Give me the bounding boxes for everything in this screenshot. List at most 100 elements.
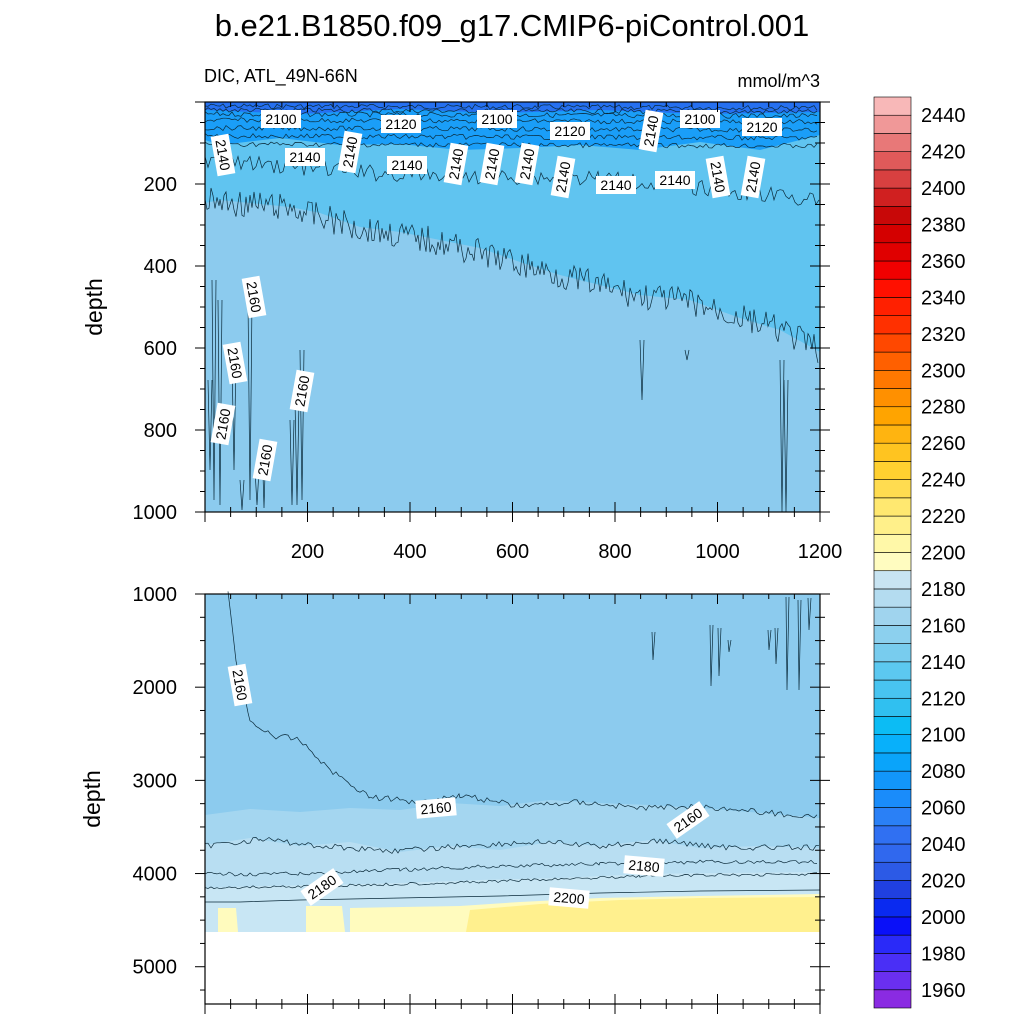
contour-label-bg: [415, 797, 457, 819]
contour-surface-line: [204, 133, 818, 141]
contour-label-bg: [742, 118, 782, 136]
y-tick-label: 5000: [133, 957, 178, 979]
colorbar-swatch: [873, 169, 912, 189]
colorbar-swatch: [873, 898, 912, 918]
upper-panel: 2100 2120 2100 2120 2100 2120 2140 2140 2140 2140…: [81, 101, 842, 563]
contour-label: 2140: [387, 156, 427, 174]
x-tick-label: 800: [598, 541, 631, 563]
y-tick-label: 200: [144, 174, 177, 196]
colorbar-swatch: [873, 661, 912, 681]
contour-label-text: 2160: [212, 407, 233, 441]
contour-label-text: 2140: [640, 114, 661, 148]
contour-label-bg: [241, 275, 267, 319]
contour-label-text: 2120: [385, 116, 416, 132]
colorbar-swatch: [873, 971, 912, 991]
contour-label: 2140: [285, 148, 325, 166]
contour-label-bg: [655, 171, 695, 189]
contour-label: 2140: [479, 142, 505, 186]
colorbar: 1960 1980 2000 2020 2040 2060 2080 2100 2120 2140…: [873, 96, 966, 1009]
contour-label-text: 2200: [553, 889, 586, 908]
contour-label-text: 2160: [254, 443, 275, 477]
colorbar-tick-label: 2120: [921, 688, 966, 710]
contour-2160-spike: [717, 627, 722, 677]
contour-label: 2120: [550, 122, 590, 140]
colorbar-tick-label: 2080: [921, 761, 966, 783]
contour-label-text: 2140: [289, 149, 320, 165]
colorbar-tick-label: 1980: [921, 943, 966, 965]
colorbar-swatch: [873, 643, 912, 663]
colorbar-swatch: [873, 625, 912, 644]
contour-2180-line: [204, 859, 818, 877]
contour-2160-spike: [217, 299, 223, 506]
contour-2190-line: [204, 872, 818, 890]
colorbar-swatch: [873, 442, 912, 462]
contour-label-text: 2140: [707, 160, 728, 194]
contour-label-text: 2160: [291, 374, 312, 408]
y-tick-label: 600: [144, 338, 177, 360]
contour-label-bg: [740, 155, 766, 199]
contour-label-text: 2180: [628, 857, 661, 876]
y-tick-label: 1000: [133, 502, 178, 524]
contour-2160-spike: [239, 479, 245, 511]
contour-label-text: 2140: [481, 147, 502, 181]
colorbar-swatch: [873, 880, 912, 899]
contour-label: 2100: [477, 110, 517, 128]
colorbar-tick-label: 2380: [921, 215, 966, 237]
contour-2160-spike: [294, 399, 300, 506]
contour-label-bg: [210, 402, 236, 446]
colorbar-tick-label: 2160: [921, 615, 966, 637]
colorbar-tick-label: 2320: [921, 324, 966, 346]
contour-2170-line: [204, 837, 820, 854]
colorbar-tick-label: 2200: [921, 543, 966, 565]
contour-label: 2140: [550, 155, 576, 199]
contour-label-bg: [479, 142, 505, 186]
colorbar-tick-label: 2260: [921, 433, 966, 455]
colorbar-swatch: [873, 206, 912, 225]
contour-2160-spike: [639, 339, 645, 401]
colorbar-swatch: [873, 133, 912, 152]
colorbar-swatch: [873, 697, 912, 717]
contour-label: 2120: [742, 118, 782, 136]
colorbar-tick-label: 2420: [921, 142, 966, 164]
colorbar-swatch: [873, 406, 912, 426]
contour-2160-spike: [231, 359, 237, 471]
contour-label: 2200: [548, 887, 590, 909]
contour-label-text: 2140: [742, 160, 763, 194]
contour-2160-spike: [767, 629, 772, 651]
colorbar-swatch: [873, 351, 912, 371]
lower-axis-ticks: 1000 2000 3000 4000 5000: [133, 584, 830, 1014]
contour-label: 2140: [443, 142, 469, 186]
colorbar-swatch: [873, 315, 912, 335]
colorbar-swatch: [873, 515, 912, 535]
contour-label: 2160: [241, 275, 267, 319]
contour-label-text: 2160: [224, 346, 245, 380]
colorbar-swatch: [873, 278, 912, 298]
contour-label: 2140: [638, 109, 664, 153]
contour-label-bg: [252, 438, 278, 482]
colorbar-swatch: [873, 497, 912, 517]
colorbar-tick-label: 2020: [921, 870, 966, 892]
contour-label-text: 2140: [552, 160, 573, 194]
contour-label-text: 2140: [212, 138, 233, 172]
contour-label-bg: [623, 855, 665, 877]
colorbar-swatch: [873, 916, 912, 936]
contour-label-text: 2100: [684, 111, 715, 127]
contour-label: 2180: [623, 855, 665, 877]
contour-label-bg: [381, 115, 421, 133]
contour-label-bg: [477, 110, 517, 128]
contour-label-bg: [550, 122, 590, 140]
contour-label: 2120: [381, 115, 421, 133]
colorbar-tick-label: 2240: [921, 470, 966, 492]
colorbar-tick-label: 2400: [921, 178, 966, 200]
colorbar-swatch: [873, 570, 912, 590]
contour-label-bg: [596, 176, 636, 194]
colorbar-swatch: [873, 752, 912, 772]
contour-label: 2160: [210, 402, 236, 446]
upper-mid-band-2140: [205, 102, 820, 352]
colorbar-swatch: [873, 734, 912, 754]
lower-ylabel: depth: [79, 770, 105, 828]
contour-label-bg: [443, 142, 469, 186]
contour-surface-line: [204, 125, 818, 133]
